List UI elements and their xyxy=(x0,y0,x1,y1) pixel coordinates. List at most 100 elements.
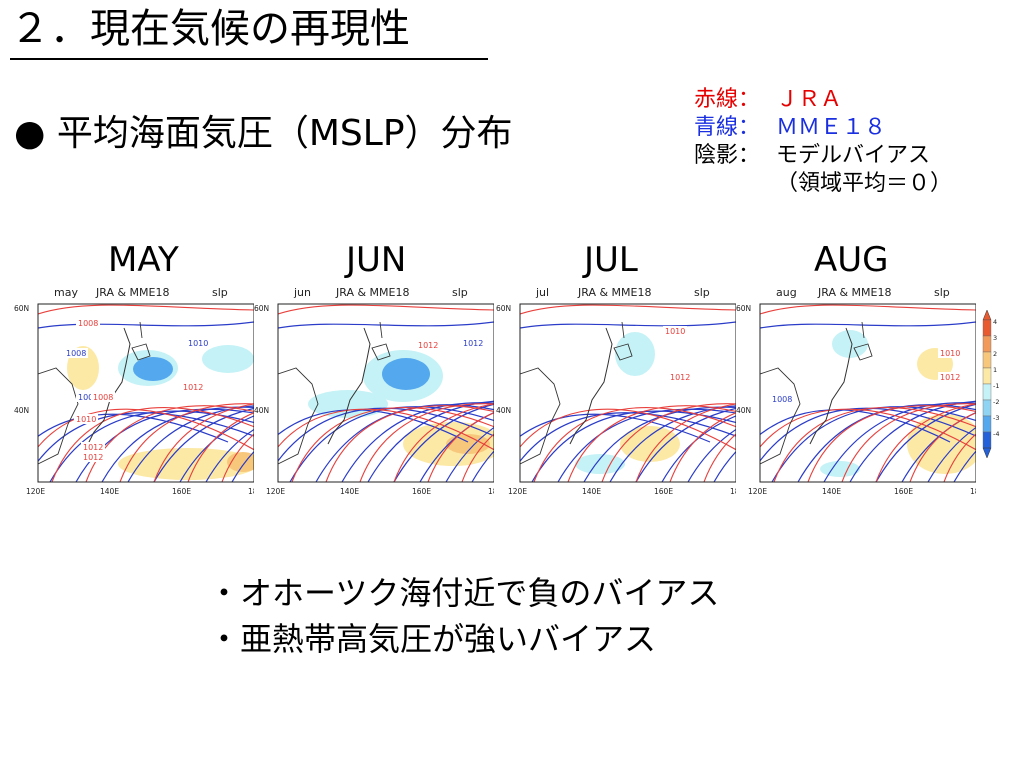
mme-contour xyxy=(419,412,494,482)
jra-contour xyxy=(520,408,736,451)
conclusion-list: ・オホーツク海付近で負のバイアス ・亜熱帯高気圧が強いバイアス xyxy=(208,570,719,662)
panel-subtitle-title: JRA & MME18 xyxy=(95,286,169,299)
contour-label-bg xyxy=(461,338,485,348)
jra-contour xyxy=(427,412,494,482)
line-legend: 赤線： ＪＲＡ 青線： ＭＭＥ１８ 陰影： モデルバイアス （領域平均＝０） xyxy=(694,86,952,198)
slp-map-jun: jun JRA & MME18 slp 1012 1012 60N 40N 120E 140E 1… xyxy=(254,284,494,498)
jra-contour xyxy=(278,408,494,451)
colorbar-swatch xyxy=(982,351,992,369)
lon-tick-label: 160E xyxy=(172,487,191,496)
month-label-jun: JUN xyxy=(346,240,407,280)
mme-contour xyxy=(205,428,254,482)
contour-label: 1010 xyxy=(188,339,208,348)
coastline-hokkaido xyxy=(853,343,873,361)
jra-contour xyxy=(875,403,976,482)
coastline-asia xyxy=(520,367,561,465)
lon-tick-label: 18 xyxy=(730,487,736,496)
jra-contour xyxy=(325,405,494,482)
map-frame xyxy=(277,303,494,483)
month-label-jul: JUL xyxy=(584,240,638,280)
jra-contour xyxy=(359,403,494,482)
coastline-hokkaido xyxy=(131,343,151,361)
jra-contour xyxy=(533,407,736,482)
contour-label-bg xyxy=(416,340,440,350)
jra-contour xyxy=(807,405,976,482)
legend-red-key: 赤線： xyxy=(694,87,761,112)
jra-contour xyxy=(773,407,976,482)
coastline-sakhalin xyxy=(861,321,865,339)
contour-label: 1012 xyxy=(183,383,203,392)
mme-contour xyxy=(901,412,976,482)
lon-tick-label: 120E xyxy=(266,487,285,496)
neg-bias-north-shading xyxy=(832,330,868,358)
colorbar-swatch xyxy=(982,399,992,417)
coastline-japan xyxy=(327,327,371,445)
mme-contour xyxy=(49,410,254,482)
mme-contour xyxy=(557,408,736,482)
mme-contour xyxy=(153,407,254,482)
mme-contour xyxy=(471,450,494,482)
mme-contour xyxy=(760,407,976,462)
lat-tick-label: 60N xyxy=(254,304,269,313)
panel-subtitle-title: JRA & MME18 xyxy=(817,286,891,299)
coastline-asia xyxy=(278,367,319,465)
mme-contour xyxy=(520,413,711,443)
lon-tick-label: 140E xyxy=(100,487,119,496)
colorbar-label: -3 xyxy=(993,414,999,422)
jra-contour xyxy=(187,412,254,482)
contour-label-bg xyxy=(938,348,962,358)
colorbar-label: 2 xyxy=(993,350,997,358)
lon-tick-label: 140E xyxy=(582,487,601,496)
legend-blue-value: ＭＭＥ１８ xyxy=(776,115,887,140)
legend-shade-key: 陰影： xyxy=(694,143,761,168)
jra-contour xyxy=(520,304,736,315)
colorbar-swatch xyxy=(982,335,992,353)
coastline-hokkaido xyxy=(371,343,391,361)
pos-bias-east-shading xyxy=(227,452,254,472)
mme-contour xyxy=(38,412,254,463)
mme-contour xyxy=(278,407,494,462)
contour-label: 1008 xyxy=(78,319,98,328)
contour-label-bg xyxy=(76,392,100,402)
panel-subtitle-variable: slp xyxy=(934,286,950,299)
map-frame xyxy=(37,303,254,483)
contour-label: 1008 xyxy=(772,395,792,404)
mme-contour xyxy=(367,400,494,482)
lon-tick-label: 160E xyxy=(894,487,913,496)
colorbar-label: -2 xyxy=(993,398,999,406)
pos-bias-subtropical-shading xyxy=(118,448,254,480)
jra-contour xyxy=(760,408,976,451)
jra-contour xyxy=(669,412,736,482)
section-heading: ● 平均海面気圧（MSLP）分布 xyxy=(14,113,513,154)
legend-blue-key: 青線： xyxy=(694,115,761,140)
lon-tick-label: 160E xyxy=(654,487,673,496)
coastline-japan xyxy=(569,327,613,445)
panel-subtitle-variable: slp xyxy=(212,286,228,299)
contour-label-bg xyxy=(81,442,105,452)
mme-contour xyxy=(101,406,254,482)
panel-subtitle-month: aug xyxy=(776,286,797,299)
lat-tick-label: 40N xyxy=(14,406,29,415)
jra-contour xyxy=(119,403,254,482)
contour-label: 1012 xyxy=(463,339,483,348)
lon-tick-label: 120E xyxy=(508,487,527,496)
colorbar-label: 4 xyxy=(993,318,997,326)
mme-contour xyxy=(849,400,976,482)
jra-contour xyxy=(601,403,736,482)
coastline-japan xyxy=(809,327,853,445)
colorbar-swatch xyxy=(982,383,992,401)
mme-contour xyxy=(520,412,736,463)
contour-label-bg xyxy=(64,348,88,358)
colorbar-swatch xyxy=(982,415,992,433)
jra-contour xyxy=(278,304,494,315)
contour-label: 1012 xyxy=(83,443,103,452)
jra-contour xyxy=(909,412,976,482)
contour-label: 1012 xyxy=(418,341,438,350)
legend-red-value: ＪＲＡ xyxy=(776,87,843,112)
mme-contour xyxy=(445,426,494,482)
panel-subtitle-title: JRA & MME18 xyxy=(335,286,409,299)
month-label-may: MAY xyxy=(108,240,179,280)
contour-label-bg xyxy=(81,452,105,462)
neg-bias-core-shading xyxy=(382,358,430,390)
panel-subtitle-month: may xyxy=(54,286,78,299)
